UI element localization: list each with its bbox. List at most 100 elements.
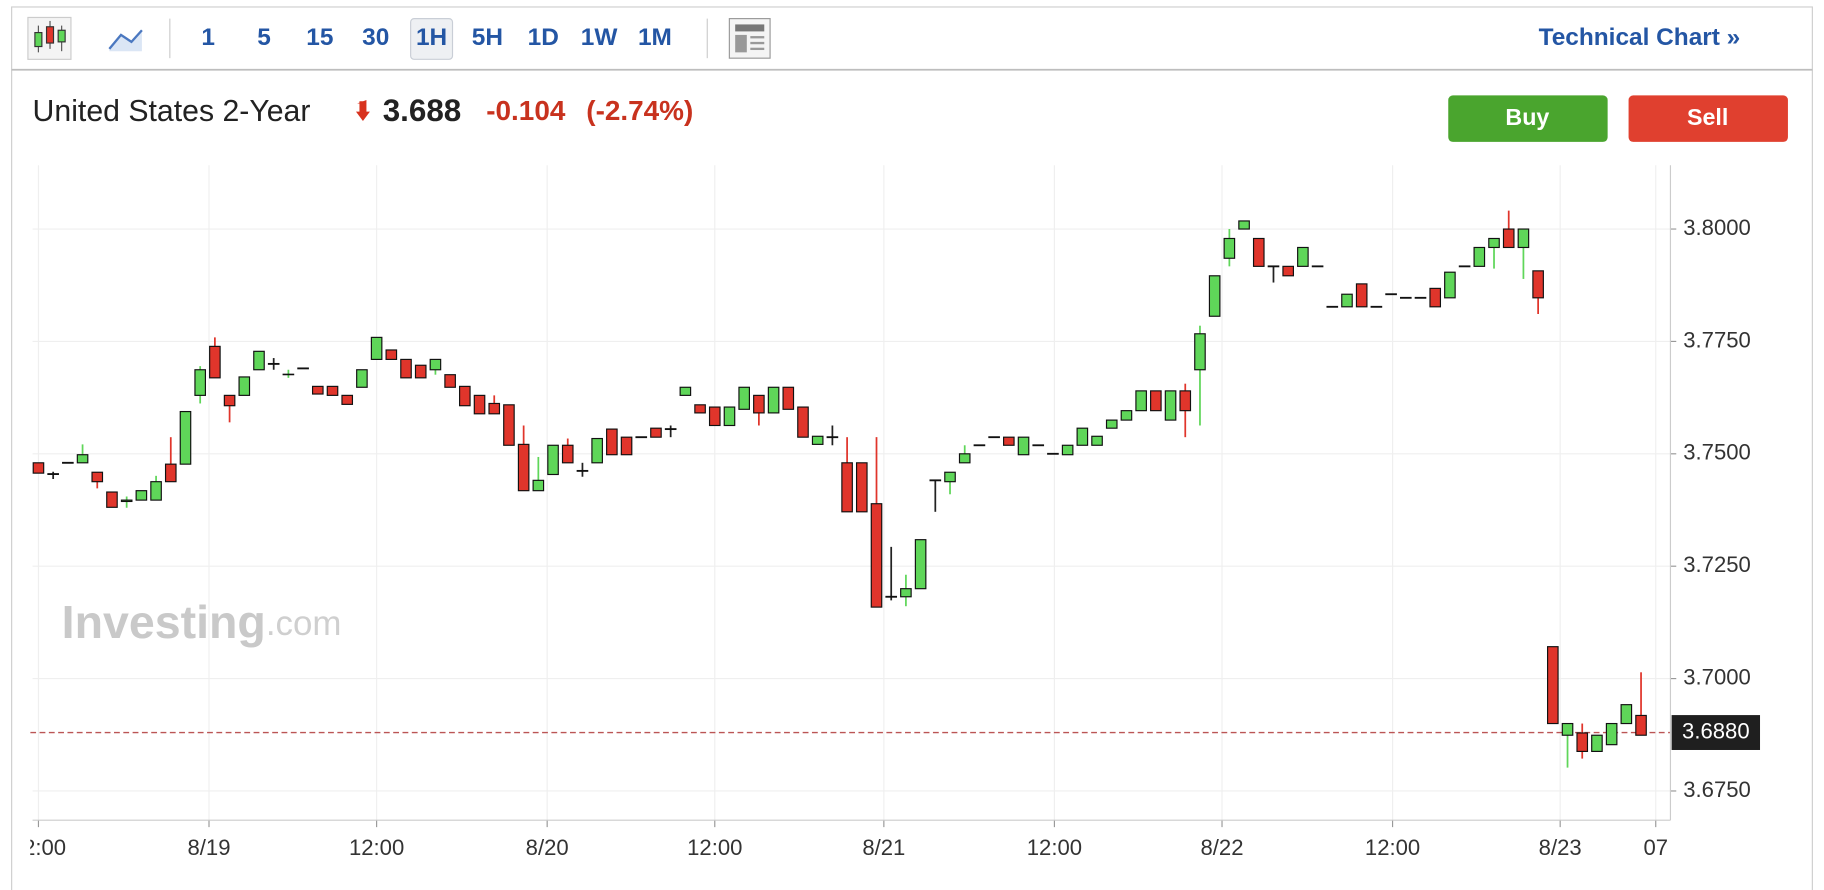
icon-part	[735, 34, 747, 53]
interval-button[interactable]: 5	[257, 24, 271, 51]
candle-body	[444, 374, 456, 388]
candle-body	[1605, 722, 1618, 746]
candle-body	[1297, 246, 1309, 267]
candle-body	[1561, 722, 1574, 736]
instrument-name: United States 2-Year	[33, 95, 311, 128]
y-tick-label: 3.7250	[1683, 552, 1751, 577]
candle-body	[150, 481, 162, 501]
candle-body	[1091, 435, 1103, 446]
candle-body	[164, 463, 177, 483]
candle-body	[1061, 444, 1074, 456]
candle-body	[900, 588, 912, 598]
icon-body	[34, 31, 43, 48]
candle-body	[370, 336, 383, 360]
candle-body	[1635, 714, 1647, 736]
last-price-label: 3.6880	[1682, 718, 1750, 743]
sell-button[interactable]: Sell	[1628, 95, 1788, 142]
candle-body	[958, 453, 971, 464]
candle-body	[561, 444, 574, 464]
area-icon[interactable]	[108, 29, 143, 52]
y-tick-label: 3.7000	[1683, 664, 1751, 689]
y-tick-label: 3.8000	[1683, 215, 1751, 240]
buy-button[interactable]: Buy	[1448, 95, 1608, 142]
candle-body	[1488, 237, 1500, 249]
candle-body	[738, 386, 750, 410]
candle-body	[459, 385, 471, 407]
candle-body	[1620, 704, 1633, 725]
candle-body	[1208, 275, 1221, 317]
x-tick-label: 8/22	[1201, 835, 1244, 860]
x-tick-label: 12:00	[1365, 835, 1420, 860]
x-tick-label: 12:00	[349, 835, 404, 860]
layout-icon[interactable]	[728, 18, 771, 59]
candle-body	[841, 462, 853, 513]
interval-button[interactable]: 1W	[581, 24, 619, 51]
candle-body	[1223, 237, 1236, 259]
x-tick-label: 8/19	[187, 835, 230, 860]
candle-body	[782, 386, 795, 410]
icon-area	[109, 30, 142, 52]
candle-body	[1135, 390, 1147, 412]
candle-body	[753, 394, 765, 414]
candle-body	[106, 491, 118, 508]
candle-body	[679, 386, 692, 396]
candle-body	[194, 369, 206, 396]
technical-chart-link[interactable]: Technical Chart »	[1539, 24, 1741, 51]
interval-button[interactable]: 15	[306, 24, 333, 51]
price: 3.688	[383, 93, 462, 128]
icon-body	[57, 29, 66, 43]
down-arrow	[355, 100, 370, 121]
candle-body	[1282, 265, 1294, 277]
candle-body	[503, 404, 515, 446]
candle-body	[1017, 436, 1030, 456]
x-tick-label: 12:00	[1027, 835, 1082, 860]
candle-body	[694, 404, 706, 414]
candle-body	[620, 436, 633, 456]
candle-body	[1444, 271, 1456, 299]
icon-line	[108, 29, 143, 50]
candle-body	[473, 394, 486, 415]
interval-button[interactable]: 1D	[528, 24, 559, 51]
buy-label[interactable]: Buy	[1505, 104, 1549, 130]
candle-icon[interactable]	[27, 16, 72, 60]
candle-body	[223, 394, 236, 407]
candle-body	[179, 410, 192, 465]
active-interval-bg	[410, 18, 454, 60]
candle-body	[91, 471, 104, 483]
x-tick-label: 12:00	[11, 835, 66, 860]
candle-body	[135, 490, 148, 501]
candle-body	[1591, 734, 1603, 752]
candle-body	[650, 427, 662, 438]
candle-body	[238, 376, 251, 396]
candle-body	[76, 454, 89, 464]
candle-body	[606, 428, 618, 456]
candle-body	[708, 406, 721, 427]
y-tick-label: 3.7500	[1683, 440, 1751, 465]
sell-bg	[1628, 95, 1788, 142]
interval-button[interactable]: 30	[362, 24, 389, 51]
x-tick-label: 8/23	[1539, 835, 1582, 860]
candle-body	[1547, 646, 1559, 725]
interval-button[interactable]: 1	[201, 24, 215, 51]
candle-body	[532, 479, 545, 492]
candle-body	[944, 471, 956, 483]
interval-button[interactable]: 1H	[416, 24, 447, 51]
candle-body	[356, 369, 368, 388]
plot: 12:00 8/19 12:00 8/20 12:00 8/21 12:00 8/22 12:0…	[11, 165, 1671, 860]
candle-body	[1003, 436, 1015, 446]
sell-label[interactable]: Sell	[1687, 104, 1728, 130]
candle-body	[1252, 237, 1265, 267]
y-tick-label: 3.7750	[1683, 327, 1751, 352]
candle-body	[1532, 270, 1544, 299]
candle-body	[1473, 246, 1486, 267]
icon-body	[45, 26, 55, 44]
candle-body	[414, 364, 427, 379]
candle-body	[1150, 390, 1162, 412]
candle-body	[1429, 287, 1442, 308]
change-percent: (-2.74%)	[586, 95, 693, 126]
candle-body	[400, 358, 412, 379]
interval-button[interactable]: 5H	[472, 24, 503, 51]
candle-body	[341, 394, 354, 405]
interval-button[interactable]: 1M	[638, 24, 672, 51]
